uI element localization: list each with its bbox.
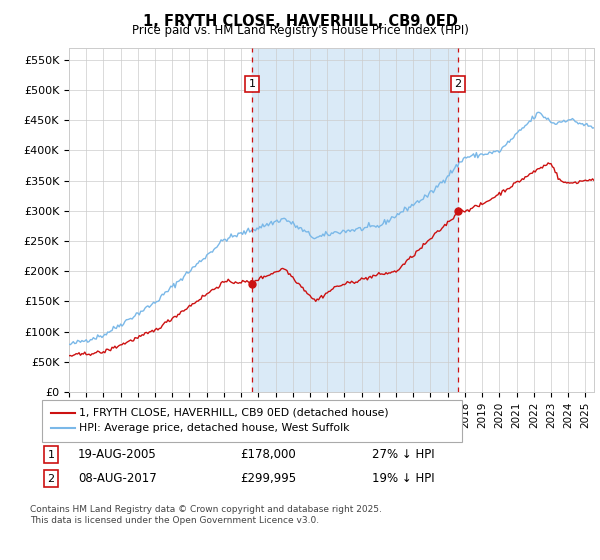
Text: Price paid vs. HM Land Registry's House Price Index (HPI): Price paid vs. HM Land Registry's House …: [131, 24, 469, 37]
Text: 1, FRYTH CLOSE, HAVERHILL, CB9 0ED: 1, FRYTH CLOSE, HAVERHILL, CB9 0ED: [143, 14, 457, 29]
Text: 08-AUG-2017: 08-AUG-2017: [78, 472, 157, 486]
Text: 27% ↓ HPI: 27% ↓ HPI: [372, 448, 434, 461]
Text: 2: 2: [454, 79, 461, 89]
Text: 2: 2: [47, 474, 55, 484]
Text: 1: 1: [248, 79, 256, 89]
Text: £178,000: £178,000: [240, 448, 296, 461]
Text: Contains HM Land Registry data © Crown copyright and database right 2025.: Contains HM Land Registry data © Crown c…: [30, 505, 382, 514]
Text: HPI: Average price, detached house, West Suffolk: HPI: Average price, detached house, West…: [79, 423, 350, 433]
Bar: [252, 48, 458, 392]
Text: 1: 1: [47, 450, 55, 460]
Text: 19% ↓ HPI: 19% ↓ HPI: [372, 472, 434, 486]
Text: 19-AUG-2005: 19-AUG-2005: [78, 448, 157, 461]
Text: £299,995: £299,995: [240, 472, 296, 486]
Text: 1, FRYTH CLOSE, HAVERHILL, CB9 0ED (detached house): 1, FRYTH CLOSE, HAVERHILL, CB9 0ED (deta…: [79, 408, 389, 418]
Text: This data is licensed under the Open Government Licence v3.0.: This data is licensed under the Open Gov…: [30, 516, 319, 525]
